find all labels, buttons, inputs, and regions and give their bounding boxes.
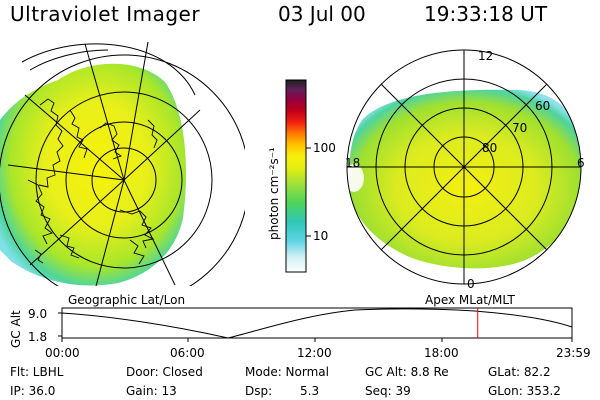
date: 03 Jul 00 bbox=[278, 2, 366, 26]
mlt-label-0: 0 bbox=[467, 277, 475, 291]
glat-info: GLat: 82.2 bbox=[488, 365, 551, 379]
polar-grid bbox=[346, 49, 582, 285]
dsp-value: 5.3 bbox=[300, 384, 320, 398]
right-panel-label: Apex MLat/MLT bbox=[425, 293, 515, 307]
colorbar-label-10: 10 bbox=[313, 229, 328, 243]
glon-info: GLon: 353.2 bbox=[488, 384, 561, 398]
timeline-ytick-top: 9.0 bbox=[28, 307, 47, 321]
lat-label-70: 70 bbox=[512, 121, 527, 135]
timeline-frame bbox=[61, 307, 573, 339]
right-aurora-region bbox=[349, 89, 581, 269]
lat-label-80: 80 bbox=[482, 141, 497, 155]
left-aurora-region bbox=[0, 63, 186, 286]
mlt-label-18: 18 bbox=[345, 156, 360, 170]
mode-info: Mode: Normal bbox=[245, 365, 329, 379]
mlt-label-12: 12 bbox=[478, 49, 493, 63]
apex-image bbox=[346, 49, 582, 285]
altitude-timeline bbox=[58, 307, 573, 342]
timeline-xtick: 23:59 bbox=[556, 346, 591, 360]
door-info: Door: Closed bbox=[126, 365, 203, 379]
timeline-ytick-bottom: 1.8 bbox=[28, 330, 47, 344]
left-panel-label: Geographic Lat/Lon bbox=[68, 293, 185, 307]
timeline-ylabel: GC Alt bbox=[9, 310, 23, 348]
colorbar-label-100: 100 bbox=[313, 141, 336, 155]
filter-info: Flt: LBHL bbox=[10, 365, 64, 379]
colorbar-unit-label: photon cm⁻²s⁻¹ bbox=[267, 147, 281, 240]
lat-label-60: 60 bbox=[535, 99, 550, 113]
colorbar bbox=[285, 79, 307, 273]
timeline-xtick: 18:00 bbox=[424, 346, 459, 360]
timeline-xtick: 06:00 bbox=[170, 346, 205, 360]
time: 19:33:18 UT bbox=[424, 2, 548, 26]
dayside-gap bbox=[347, 164, 364, 192]
timeline-xtick: 00:00 bbox=[45, 346, 80, 360]
title: Ultraviolet Imager bbox=[10, 2, 201, 26]
earth-limb-grid bbox=[0, 41, 245, 286]
mlt-label-6: 6 bbox=[577, 156, 585, 170]
dsp-label: Dsp: bbox=[245, 384, 273, 398]
gain-info: Gain: 13 bbox=[126, 384, 177, 398]
coastlines bbox=[27, 98, 158, 265]
geographic-image bbox=[0, 41, 245, 286]
seq-info: Seq: 39 bbox=[365, 384, 411, 398]
altitude-curve bbox=[61, 308, 573, 339]
gc-alt-info: GC Alt: 8.8 Re bbox=[365, 365, 449, 379]
timeline-xtick: 12:00 bbox=[297, 346, 332, 360]
ip-info: IP: 36.0 bbox=[10, 384, 56, 398]
